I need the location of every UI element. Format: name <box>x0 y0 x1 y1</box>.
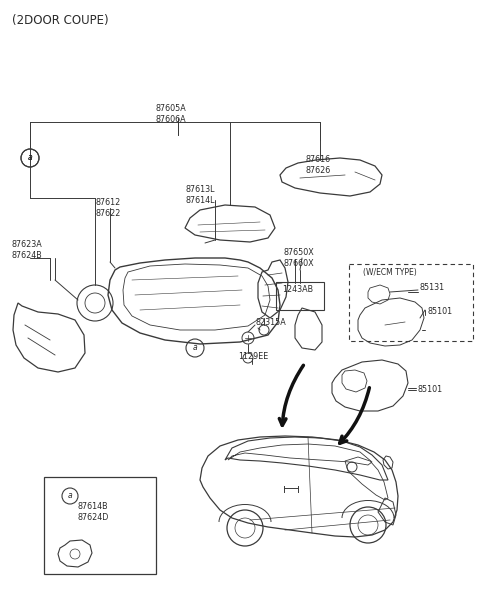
Text: 87614L: 87614L <box>185 196 215 205</box>
Text: 85101: 85101 <box>427 307 452 316</box>
Text: 85101: 85101 <box>418 385 443 394</box>
Text: a: a <box>28 154 32 162</box>
Text: 87606A: 87606A <box>155 115 186 124</box>
Text: 87614B: 87614B <box>78 502 108 511</box>
Text: a: a <box>28 154 32 162</box>
Text: 87624D: 87624D <box>78 513 109 522</box>
Text: 87613L: 87613L <box>185 185 215 194</box>
Text: 1243AB: 1243AB <box>282 285 313 294</box>
Text: 87616: 87616 <box>305 155 330 164</box>
Text: 87660X: 87660X <box>284 259 314 268</box>
Text: a: a <box>192 343 197 352</box>
Text: (2DOOR COUPE): (2DOOR COUPE) <box>12 14 108 27</box>
Text: 87622: 87622 <box>95 209 120 218</box>
Text: 1129EE: 1129EE <box>238 352 268 361</box>
Text: 85131: 85131 <box>420 283 445 292</box>
Text: 87605A: 87605A <box>155 104 186 113</box>
Text: a: a <box>68 492 72 500</box>
Text: 87650X: 87650X <box>284 248 315 257</box>
Text: 87624B: 87624B <box>12 251 43 260</box>
Text: (W/ECM TYPE): (W/ECM TYPE) <box>363 268 417 277</box>
Text: 87612: 87612 <box>95 198 120 207</box>
Text: 87623A: 87623A <box>12 240 43 249</box>
Text: 82315A: 82315A <box>255 318 286 327</box>
Text: 87626: 87626 <box>305 166 330 175</box>
